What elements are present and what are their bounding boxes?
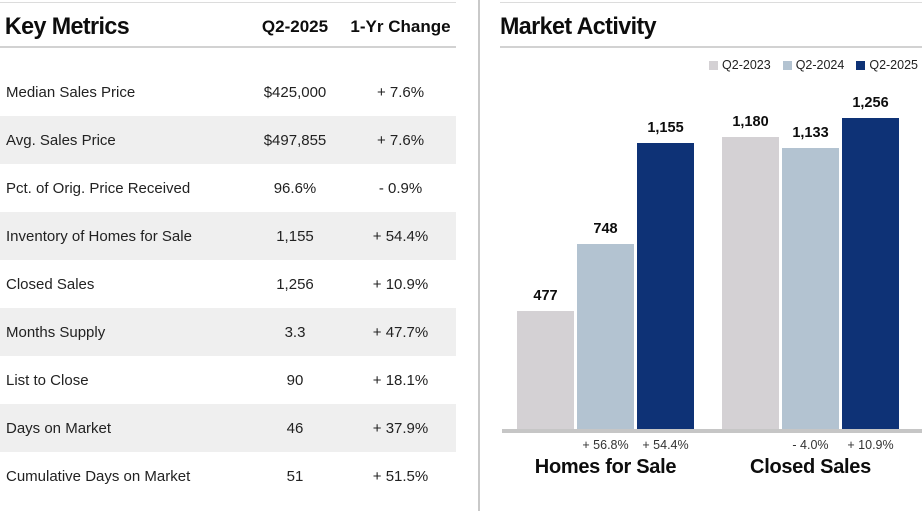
metric-change: + 7.6%: [376, 131, 425, 149]
bar-q2-2024-homes-for-sale: [577, 244, 634, 429]
legend-swatch-icon: [782, 60, 792, 70]
pct-change-label: + 54.4%: [642, 438, 689, 452]
chart-title-bar: Market Activity: [500, 8, 922, 48]
metric-label: List to Close: [6, 371, 89, 389]
metric-value: 96.6%: [273, 179, 317, 197]
bar-value-label: 1,133: [792, 125, 829, 141]
market-activity-panel: Market Activity Q2-2023 Q2-2024 Q2-2025 …: [500, 0, 922, 511]
metric-value: $497,855: [263, 131, 327, 149]
bar-q2-2023-closed-sales: [722, 137, 779, 429]
metric-label: Cumulative Days on Market: [6, 467, 191, 485]
metrics-table-body: Median Sales Price $425,000 + 7.6% Avg. …: [0, 68, 456, 500]
column-header-change: 1-Yr Change: [350, 17, 451, 36]
legend-label: Q2-2025: [869, 58, 918, 72]
metric-label: Months Supply: [6, 323, 106, 341]
legend-item: Q2-2024: [782, 58, 845, 72]
metric-change: + 10.9%: [372, 275, 429, 293]
metric-change: + 54.4%: [372, 227, 429, 245]
legend-label: Q2-2023: [722, 58, 771, 72]
pct-change-label: + 10.9%: [847, 438, 894, 452]
key-metrics-title: Key Metrics: [4, 13, 130, 40]
metric-value: 3.3: [284, 323, 306, 341]
metric-label: Inventory of Homes for Sale: [6, 227, 192, 245]
metric-value: 46: [286, 419, 304, 437]
metric-change: + 18.1%: [372, 371, 429, 389]
metric-value: 1,155: [276, 227, 314, 245]
key-metrics-panel: Key Metrics Q2-2025 1-Yr Change Median S…: [0, 0, 456, 511]
metric-value: 51: [286, 467, 304, 485]
category-label-closed-sales: Closed Sales: [750, 456, 871, 478]
market-activity-title: Market Activity: [500, 13, 657, 40]
table-row: List to Close 90 + 18.1%: [0, 356, 456, 404]
table-row: Avg. Sales Price $497,855 + 7.6%: [0, 116, 456, 164]
top-rule-right: [500, 2, 922, 3]
table-row: Cumulative Days on Market 51 + 51.5%: [0, 452, 456, 500]
pct-change-label: + 56.8%: [582, 438, 629, 452]
table-row: Inventory of Homes for Sale 1,155 + 54.4…: [0, 212, 456, 260]
legend-label: Q2-2024: [795, 58, 845, 72]
bar-q2-2024-closed-sales: [782, 148, 839, 429]
bar-value-label: 1,180: [732, 114, 769, 130]
metric-change: - 0.9%: [378, 179, 423, 197]
bar-q2-2025-closed-sales: [842, 118, 899, 429]
top-rule-left: [0, 2, 456, 3]
legend-swatch-icon: [856, 60, 866, 70]
metric-label: Median Sales Price: [6, 83, 136, 101]
metric-value: 90: [286, 371, 304, 389]
metric-label: Days on Market: [6, 419, 112, 437]
pct-change-label: - 4.0%: [792, 438, 829, 452]
category-label-homes-for-sale: Homes for Sale: [534, 456, 677, 478]
metric-change: + 51.5%: [372, 467, 429, 485]
bar-q2-2025-homes-for-sale: [637, 143, 694, 429]
metric-label: Closed Sales: [6, 275, 95, 293]
bar-value-label: 1,155: [647, 120, 684, 136]
table-row: Months Supply 3.3 + 47.7%: [0, 308, 456, 356]
table-row: Pct. of Orig. Price Received 96.6% - 0.9…: [0, 164, 456, 212]
legend-item: Q2-2025: [856, 58, 918, 72]
chart-legend: Q2-2023 Q2-2024 Q2-2025: [709, 58, 918, 72]
table-row: Closed Sales 1,256 + 10.9%: [0, 260, 456, 308]
legend-swatch-icon: [709, 60, 719, 70]
metric-label: Avg. Sales Price: [6, 131, 116, 149]
chart-baseline: [502, 429, 922, 433]
metric-change: + 7.6%: [376, 83, 425, 101]
metric-change: + 47.7%: [372, 323, 429, 341]
bar-value-label: 477: [533, 288, 558, 304]
table-header: Key Metrics Q2-2025 1-Yr Change: [0, 8, 456, 48]
legend-item: Q2-2023: [709, 58, 771, 72]
metric-value: $425,000: [263, 83, 327, 101]
metric-value: 1,256: [276, 275, 314, 293]
panel-divider: [478, 0, 480, 511]
bar-value-label: 748: [593, 221, 618, 237]
bar-q2-2023-homes-for-sale: [517, 311, 574, 429]
bar-value-label: 1,256: [852, 95, 889, 111]
bar-chart: 477 748 1,155 + 56.8% + 54.4% Homes for Sale 1…: [500, 0, 922, 511]
metric-label: Pct. of Orig. Price Received: [6, 179, 191, 197]
column-header-quarter: Q2-2025: [261, 17, 329, 36]
table-row: Days on Market 46 + 37.9%: [0, 404, 456, 452]
metric-change: + 37.9%: [372, 419, 429, 437]
table-row: Median Sales Price $425,000 + 7.6%: [0, 68, 456, 116]
